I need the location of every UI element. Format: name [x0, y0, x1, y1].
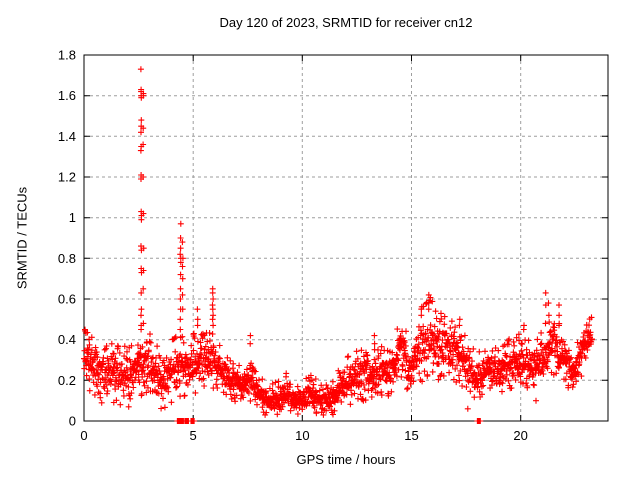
y-tick-label: 0.2 [58, 373, 76, 388]
scatter-points-srmtid [81, 66, 595, 424]
x-tick-label: 20 [513, 428, 527, 443]
grid-lines [84, 55, 608, 421]
y-tick-label: 1.2 [58, 170, 76, 185]
x-tick-label: 15 [404, 428, 418, 443]
x-tick-label: 10 [295, 428, 309, 443]
y-tick-label: 0 [69, 414, 76, 429]
x-axis-label: GPS time / hours [296, 452, 396, 467]
y-tick-label: 0.6 [58, 292, 76, 307]
axis-ticks [83, 54, 608, 422]
plot-border [83, 54, 609, 422]
y-tick-label: 0.4 [58, 332, 76, 347]
y-tick-label: 0.8 [58, 251, 76, 266]
x-tick-label: 5 [190, 428, 197, 443]
chart-title: Day 120 of 2023, SRMTID for receiver cn1… [219, 15, 473, 30]
y-tick-label: 1.4 [58, 129, 76, 144]
y-axis-label: SRMTID / TECUs [14, 186, 30, 290]
x-tick-label: 0 [80, 428, 87, 443]
y-tick-label: 1.6 [58, 88, 76, 103]
y-tick-label: 1.8 [58, 48, 76, 63]
y-tick-label: 1 [69, 210, 76, 225]
